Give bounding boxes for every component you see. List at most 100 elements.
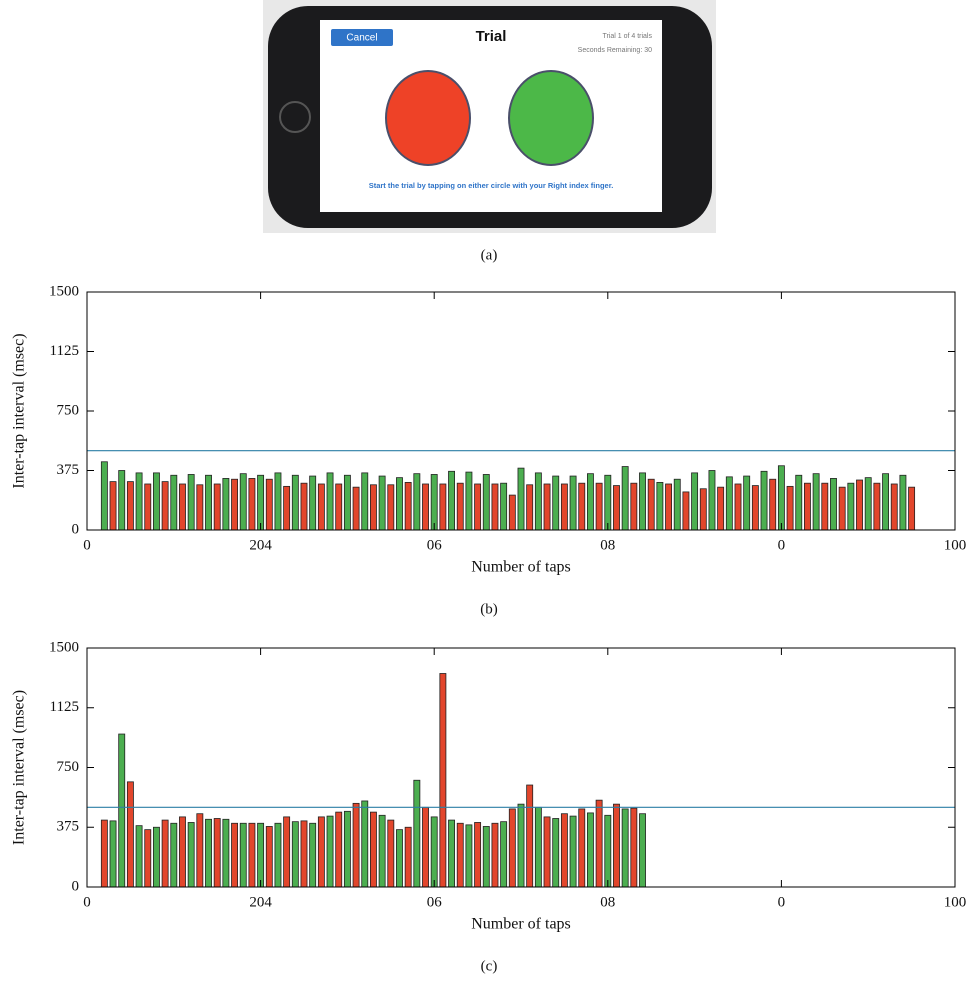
bar bbox=[613, 486, 619, 530]
green-circle[interactable] bbox=[509, 71, 593, 165]
bar bbox=[822, 483, 828, 530]
bar bbox=[353, 487, 359, 530]
bar bbox=[631, 808, 637, 887]
bar bbox=[249, 478, 255, 530]
bar bbox=[700, 489, 706, 530]
bar bbox=[692, 473, 698, 530]
bar bbox=[162, 820, 168, 887]
bar bbox=[587, 474, 593, 530]
bar bbox=[570, 816, 576, 887]
bar bbox=[214, 818, 220, 887]
bar bbox=[310, 823, 316, 887]
bar bbox=[440, 484, 446, 530]
bar bbox=[362, 801, 368, 887]
y-tick-label: 750 bbox=[57, 402, 80, 418]
bar bbox=[318, 817, 324, 887]
bar bbox=[709, 471, 715, 531]
bar bbox=[344, 475, 350, 530]
bar bbox=[553, 818, 559, 887]
bar bbox=[501, 822, 507, 887]
bar bbox=[466, 825, 472, 887]
bar bbox=[119, 734, 125, 887]
bar bbox=[856, 480, 862, 530]
bar bbox=[110, 821, 116, 887]
bar bbox=[501, 483, 507, 530]
bar bbox=[804, 483, 810, 530]
bar bbox=[909, 487, 915, 530]
bar bbox=[587, 813, 593, 887]
bar bbox=[431, 817, 437, 887]
bar bbox=[205, 475, 211, 530]
bar bbox=[492, 484, 498, 530]
caption: (c) bbox=[481, 958, 498, 974]
seconds-remaining: Seconds Remaining: 30 bbox=[578, 47, 652, 54]
bar bbox=[370, 812, 376, 887]
bar bbox=[579, 809, 585, 887]
bar bbox=[266, 826, 272, 887]
x-tick-label: 08 bbox=[600, 894, 615, 910]
bar bbox=[874, 483, 880, 530]
red-circle[interactable] bbox=[386, 71, 470, 165]
bar bbox=[275, 823, 281, 887]
bar bbox=[197, 814, 203, 887]
bar bbox=[648, 479, 654, 530]
bar bbox=[605, 815, 611, 887]
bar bbox=[883, 474, 889, 530]
bar bbox=[214, 484, 220, 530]
phone-panel: Cancel Trial Trial 1 of 4 trials Seconds… bbox=[263, 0, 716, 263]
bar bbox=[232, 479, 238, 530]
y-tick-label: 1125 bbox=[50, 699, 79, 715]
bar bbox=[336, 812, 342, 887]
bar bbox=[422, 484, 428, 530]
bar bbox=[431, 474, 437, 530]
x-tick-label: 0 bbox=[778, 894, 786, 910]
y-axis-label: Inter-tap interval (msec) bbox=[11, 690, 28, 845]
bar bbox=[422, 807, 428, 887]
x-tick-label: 100 bbox=[944, 537, 967, 553]
x-tick-label: 100 bbox=[944, 894, 967, 910]
bar bbox=[292, 822, 298, 887]
bar bbox=[457, 823, 463, 887]
y-tick-label: 1500 bbox=[49, 639, 79, 655]
bar bbox=[518, 468, 524, 530]
bar bbox=[553, 476, 559, 530]
bar bbox=[127, 782, 133, 887]
x-tick-label: 06 bbox=[427, 537, 443, 553]
bar bbox=[535, 807, 541, 887]
bar bbox=[752, 486, 758, 530]
caption: (b) bbox=[480, 601, 498, 617]
bar bbox=[266, 479, 272, 530]
bar bbox=[101, 462, 107, 530]
instruction: Start the trial by tapping on either cir… bbox=[369, 181, 614, 190]
bar bbox=[232, 823, 238, 887]
bar bbox=[544, 484, 550, 530]
bar bbox=[197, 485, 203, 530]
x-tick-label: 06 bbox=[427, 894, 443, 910]
x-axis-label: Number of taps bbox=[471, 559, 571, 576]
x-tick-label: 204 bbox=[249, 537, 272, 553]
bar bbox=[475, 822, 481, 887]
bar bbox=[405, 827, 411, 887]
x-axis-label: Number of taps bbox=[471, 916, 571, 933]
bar bbox=[657, 482, 663, 530]
x-tick-label: 0 bbox=[83, 894, 91, 910]
bar bbox=[605, 475, 611, 530]
bar bbox=[188, 474, 194, 530]
x-tick-label: 08 bbox=[600, 537, 615, 553]
bar bbox=[449, 471, 455, 530]
y-tick-label: 750 bbox=[57, 759, 80, 775]
bar bbox=[310, 476, 316, 530]
bar bbox=[830, 478, 836, 530]
bar bbox=[457, 483, 463, 530]
bar bbox=[171, 475, 177, 530]
bar bbox=[292, 475, 298, 530]
bar bbox=[396, 478, 402, 530]
bar bbox=[171, 823, 177, 887]
bar bbox=[336, 484, 342, 530]
bar bbox=[570, 476, 576, 530]
bar bbox=[275, 473, 281, 530]
y-tick-label: 0 bbox=[72, 878, 80, 894]
bar bbox=[188, 822, 194, 887]
y-axis-label: Inter-tap interval (msec) bbox=[11, 333, 28, 488]
